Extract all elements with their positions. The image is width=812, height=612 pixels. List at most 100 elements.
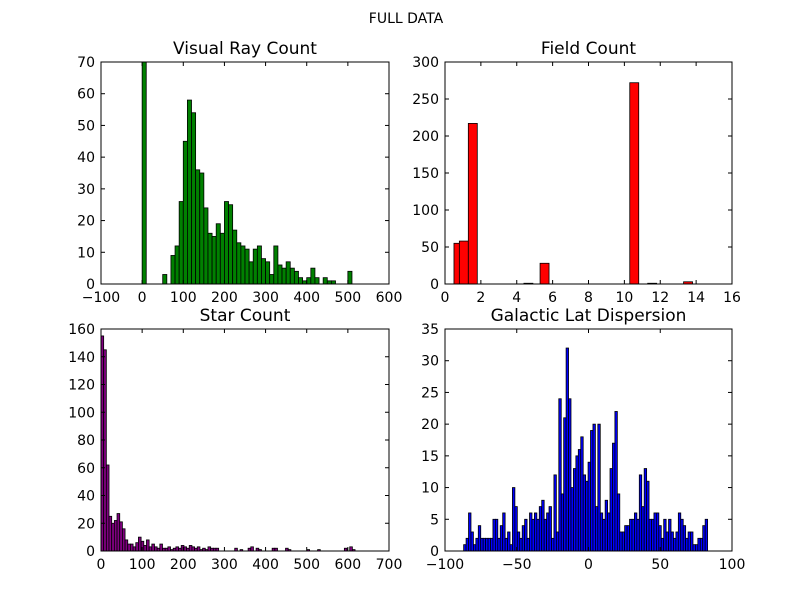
y-tick-label: 250 — [412, 92, 439, 108]
star-count-bar — [130, 543, 134, 552]
y-tick-label: 100 — [68, 405, 95, 421]
x-tick-label: 100 — [170, 290, 197, 306]
star-count-bar — [143, 545, 147, 552]
visual-ray-count-bar — [256, 245, 262, 285]
y-tick-label: 60 — [77, 461, 95, 477]
galactic-lat-dispersion-bar — [704, 518, 709, 552]
visual-ray-count-bar — [170, 255, 176, 285]
x-tick-label: 300 — [252, 290, 279, 306]
visual-ray-count-bar — [162, 274, 168, 285]
visual-ray-count-bar — [298, 277, 303, 285]
visual-ray-count-bar — [244, 248, 250, 285]
x-tick-label: 8 — [584, 290, 593, 306]
x-tick-label: 400 — [293, 290, 320, 306]
field-count-axes-frame — [444, 61, 733, 285]
y-tick-label: 20 — [77, 516, 95, 532]
x-tick-label: 200 — [211, 290, 238, 306]
y-tick-label: 200 — [412, 129, 439, 145]
galactic-lat-dispersion-panel: −100 −50 0 50 100 0 5 10 15 20 25 30 35 Galactic Lat … — [421, 306, 745, 573]
visual-ray-count-bar — [306, 277, 312, 285]
x-tick-label: 0 — [441, 290, 450, 306]
visual-ray-count-bar — [281, 267, 287, 285]
x-tick-label: 200 — [170, 557, 197, 573]
visual-ray-count-bar — [322, 277, 328, 285]
visual-ray-count-bar — [141, 61, 147, 285]
star-count-bar — [207, 546, 212, 552]
visual-ray-count-bar — [248, 261, 254, 285]
x-tick-label: 0 — [584, 557, 593, 573]
star-count-bar — [121, 528, 126, 552]
visual-ray-count-bar — [191, 112, 197, 285]
star-count-bar — [119, 521, 123, 552]
x-tick-label: 0 — [97, 557, 106, 573]
x-tick-label: 14 — [687, 290, 705, 306]
y-tick-label: 140 — [68, 350, 95, 366]
y-tick-label: 0 — [86, 277, 95, 293]
visual-ray-count-bar — [310, 267, 316, 285]
star-count-bar — [196, 546, 201, 552]
x-tick-label: −100 — [82, 290, 120, 306]
visual-ray-count-bar — [277, 264, 283, 285]
visual-ray-count-bar — [224, 201, 229, 285]
visual-ray-count-x-axis: −100 0 100 200 300 400 500 600 — [82, 62, 403, 306]
x-tick-label: 400 — [252, 557, 279, 573]
x-tick-label: 500 — [293, 557, 320, 573]
star-count-bar — [349, 546, 353, 552]
x-tick-label: 0 — [138, 290, 147, 306]
y-tick-label: 70 — [77, 55, 95, 71]
star-count-x-axis: 0 100 200 300 400 500 600 700 — [97, 329, 403, 573]
y-tick-label: 300 — [412, 55, 439, 71]
y-tick-label: 25 — [421, 385, 439, 401]
field-count-bar — [458, 240, 469, 285]
star-count-bar — [250, 546, 254, 552]
y-tick-label: 10 — [421, 481, 439, 497]
y-tick-label: 60 — [77, 87, 95, 103]
y-tick-label: 15 — [421, 449, 439, 465]
visual-ray-count-axes-frame — [100, 61, 390, 285]
field-count-bar — [539, 262, 550, 285]
visual-ray-count-bar — [236, 242, 242, 285]
visual-ray-count-bar — [228, 204, 234, 285]
x-tick-label: 10 — [615, 290, 633, 306]
field-count-bar — [629, 82, 640, 285]
x-tick-label: 700 — [376, 557, 403, 573]
star-count-bar — [132, 546, 137, 552]
star-count-bar — [124, 539, 129, 552]
star-count-bar — [135, 542, 139, 552]
star-count-bar — [148, 546, 153, 552]
x-tick-label: 12 — [651, 290, 669, 306]
y-tick-label: 35 — [421, 322, 439, 338]
visual-ray-count-bar — [347, 270, 353, 285]
visual-ray-count-bar — [211, 236, 217, 285]
visual-ray-count-bar — [240, 245, 246, 285]
star-count-bar — [188, 545, 193, 552]
x-tick-label: −50 — [502, 557, 532, 573]
visual-ray-count-bar — [203, 207, 209, 285]
visual-ray-count-bar — [174, 245, 180, 285]
y-tick-label: 50 — [421, 240, 439, 256]
visual-ray-count-bar — [265, 261, 271, 285]
visual-ray-count-bar — [182, 140, 188, 285]
x-tick-label: 600 — [334, 557, 361, 573]
x-tick-label: 4 — [512, 290, 521, 306]
x-tick-label: 2 — [476, 290, 485, 306]
star-count-bar — [154, 546, 158, 552]
y-tick-label: 160 — [68, 322, 95, 338]
y-tick-label: 100 — [412, 203, 439, 219]
x-tick-label: 100 — [129, 557, 156, 573]
visual-ray-count-bar — [195, 169, 201, 285]
visual-ray-count-bar — [273, 245, 279, 285]
star-count-bar — [113, 520, 118, 552]
visual-ray-count-bar — [178, 201, 184, 285]
field-count-bars — [453, 82, 693, 285]
field-count-panel: 0 2 4 6 8 10 12 14 16 0 50 100 150 200 250 300 Field Cou… — [412, 39, 741, 306]
x-tick-label: 600 — [376, 290, 403, 306]
visual-ray-count-panel: −100 0 100 200 300 400 500 600010203040506070Vi… — [77, 39, 402, 306]
y-tick-label: 80 — [77, 433, 95, 449]
star-count-bar — [116, 513, 121, 552]
x-tick-label: 6 — [548, 290, 557, 306]
visual-ray-count-bar — [269, 274, 275, 285]
visual-ray-count-bar — [207, 232, 213, 285]
y-tick-label: 0 — [430, 277, 439, 293]
visual-ray-count-bars — [141, 61, 353, 285]
